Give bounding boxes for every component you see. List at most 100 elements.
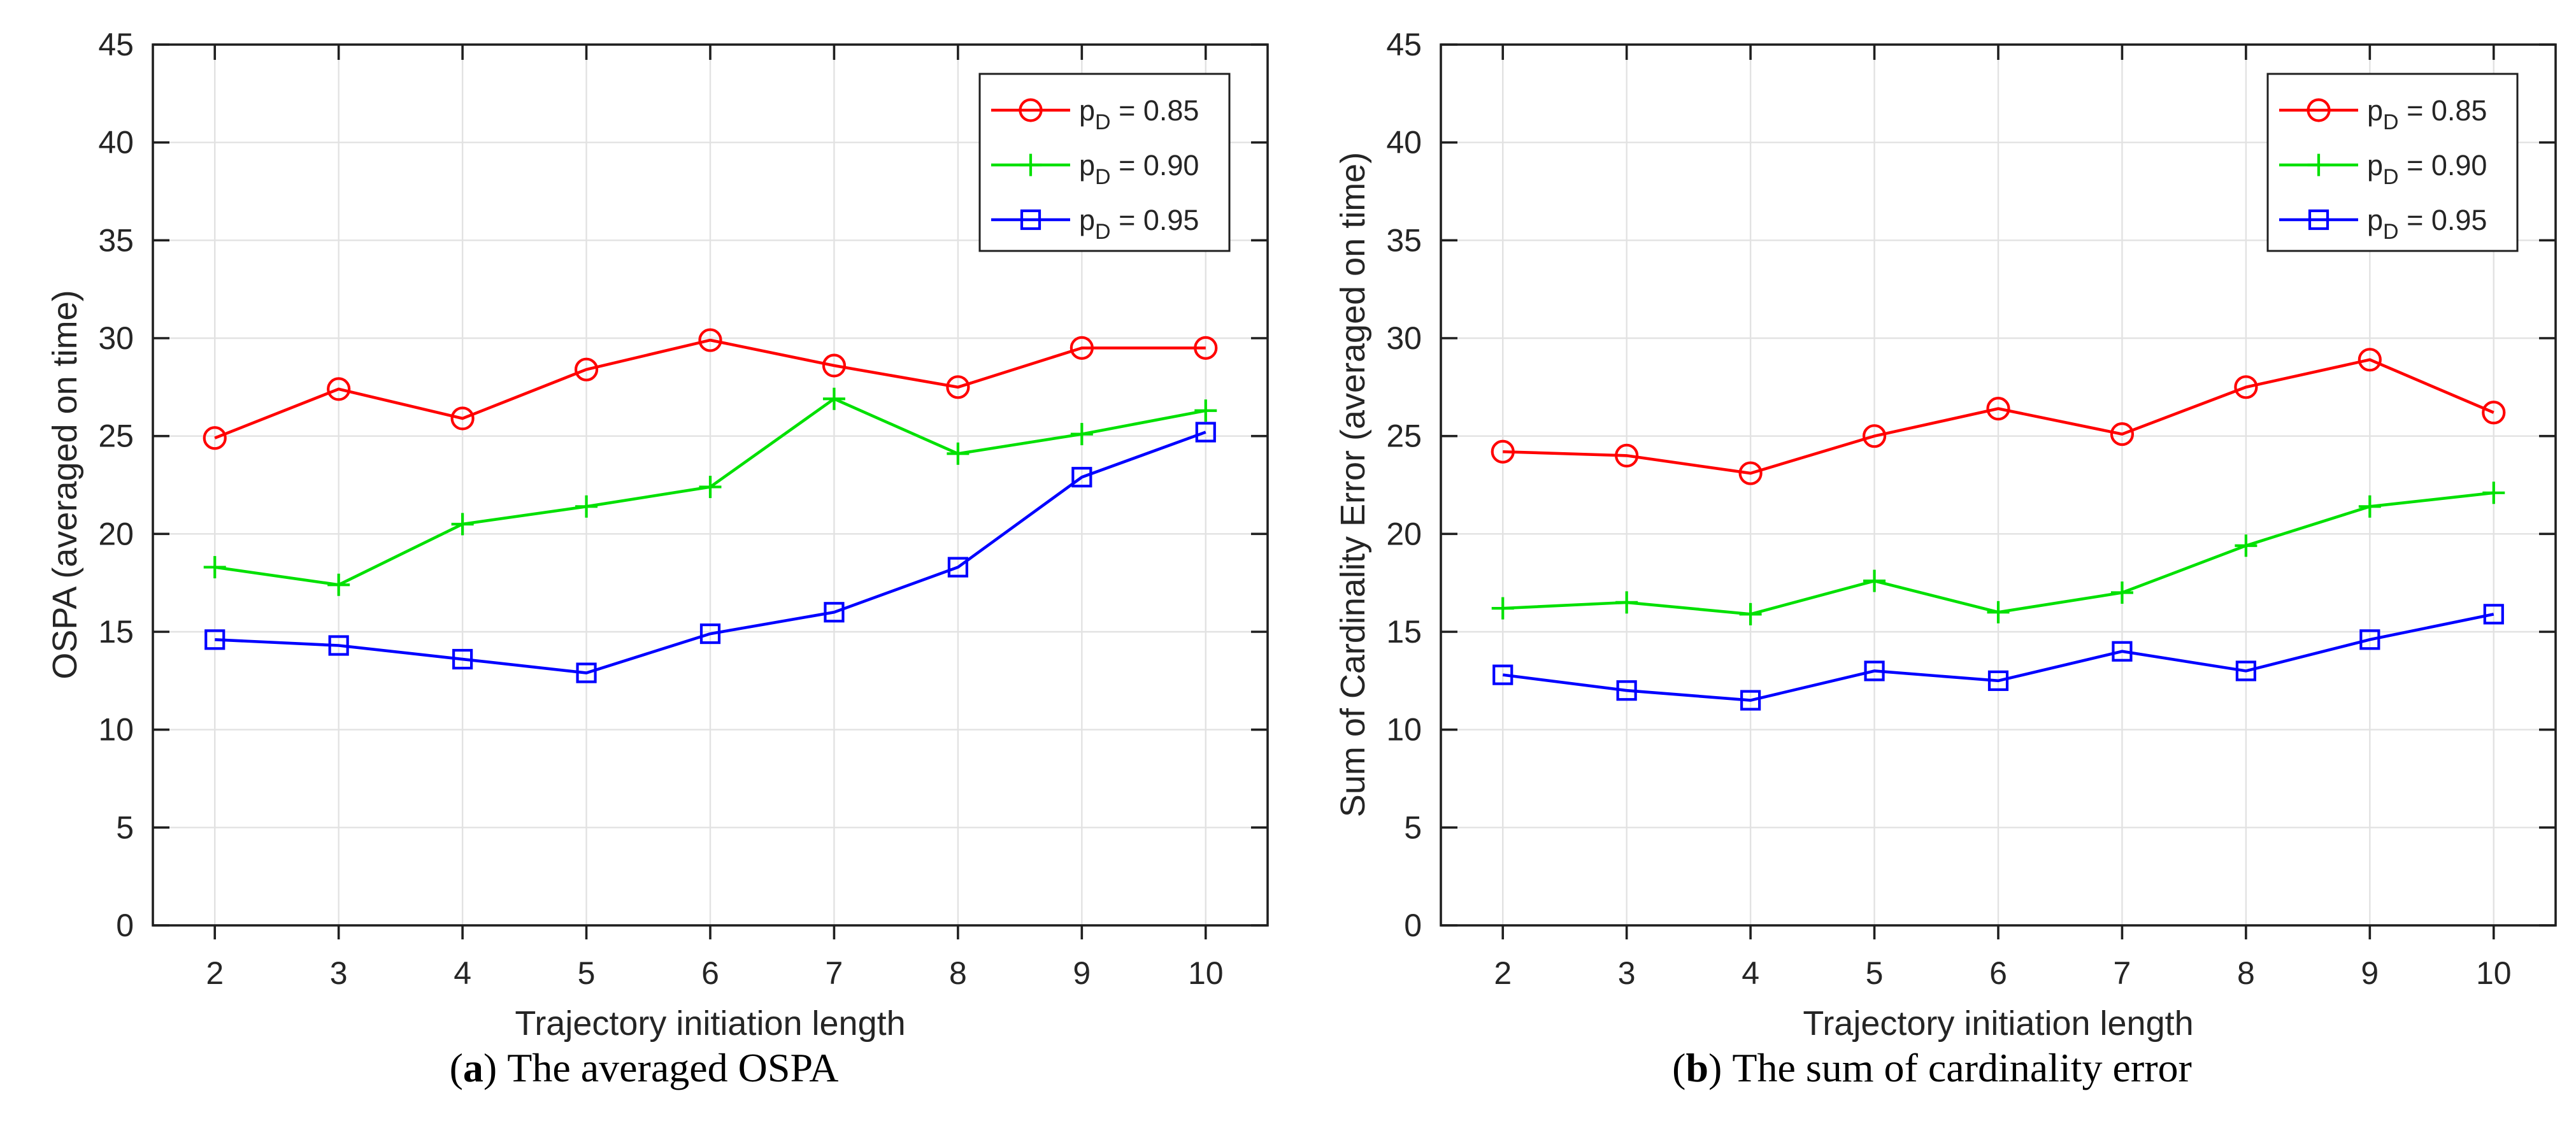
x-tick-label: 4	[1742, 955, 1759, 991]
marker-square	[1071, 467, 1092, 488]
plot-border	[152, 43, 1269, 927]
legend: pD = 0.85 pD = 0.90 pD = 0.95	[2266, 73, 2519, 252]
marker-circle	[2482, 401, 2506, 425]
y-tick-label: 30	[1386, 320, 1422, 356]
caption-b-close: )	[1708, 1045, 1722, 1090]
x-tick-label: 10	[2476, 955, 2512, 991]
marker-circle	[327, 377, 351, 401]
y-tick-label: 20	[1386, 516, 1422, 552]
series-line-pd-085	[214, 338, 1206, 439]
marker-plus	[1615, 591, 1638, 614]
legend-label-pd-095: pD = 0.95	[1079, 204, 1199, 244]
x-tick-labels: 2 3 4 5 6 7 8 9 10	[206, 955, 1223, 991]
series-pd-085	[1491, 348, 2506, 485]
marker-circle	[2110, 422, 2135, 446]
y-tick-label: 45	[98, 27, 134, 62]
caption-a: (a) The averaged OSPA	[450, 1044, 839, 1092]
legend-entry-pd-095: pD = 0.95	[991, 204, 1199, 244]
x-tick-label: 2	[1494, 955, 1512, 991]
series-line-pd-095	[215, 431, 1206, 674]
marker-circle	[203, 426, 227, 450]
marker-plus	[1019, 153, 1042, 176]
marker-plus	[2235, 534, 2258, 557]
marker-square	[2308, 209, 2329, 231]
marker-circle	[1019, 98, 1043, 122]
y-tick-label: 25	[1386, 418, 1422, 454]
legend-entry-pd-090: pD = 0.90	[991, 149, 1199, 189]
marker-circle	[822, 353, 847, 378]
y-tick-label: 40	[98, 125, 134, 160]
legend-label-pd-090: pD = 0.90	[1079, 149, 1199, 189]
x-tick-label: 9	[1073, 955, 1091, 991]
series-line-pd-095	[1502, 613, 2494, 702]
y-tick-label: 25	[98, 418, 134, 454]
x-tick-label: 8	[949, 955, 967, 991]
marker-square	[824, 602, 845, 623]
marker-square	[1616, 680, 1637, 701]
x-tick-label: 7	[826, 955, 843, 991]
marker-square	[2359, 629, 2380, 650]
series-line-pd-085	[1503, 358, 2494, 475]
y-tick-label: 5	[116, 809, 134, 845]
x-tick-label: 2	[206, 955, 224, 991]
x-tick-label: 5	[578, 955, 596, 991]
series-pd-095	[1492, 604, 2504, 711]
y-tick-label: 5	[1404, 809, 1422, 845]
marker-square	[2112, 641, 2133, 662]
series-pd-095	[204, 422, 1216, 683]
x-tick-label: 3	[330, 955, 348, 991]
marker-circle	[946, 375, 970, 399]
legend-label-pd-085: pD = 0.85	[1079, 94, 1199, 134]
y-axis-label-b: Sum of Cardinality Error (averaged on ti…	[1334, 152, 1372, 818]
marker-plus	[1070, 423, 1093, 446]
y-tick-label: 10	[1386, 712, 1422, 748]
caption-b-open: (	[1672, 1045, 1686, 1090]
caption-a-open: (	[449, 1045, 463, 1090]
series-pd-090	[1491, 481, 2505, 625]
y-tick-label: 0	[116, 908, 134, 943]
chart-panel-b: 2 3 4 5 6 7 8 9 10 0 5 10 15 20 25 30 35 40 45 pD = 0.85 pD …	[1288, 0, 2576, 1126]
legend-label-pd-095: pD = 0.95	[2367, 204, 2487, 244]
x-tick-label: 5	[1866, 955, 1884, 991]
caption-b-text: The sum of cardinality error	[1732, 1045, 2192, 1090]
marker-circle	[2307, 98, 2331, 122]
marker-square	[1492, 664, 1513, 685]
marker-square	[947, 557, 968, 578]
marker-plus	[2482, 481, 2505, 504]
y-axis-label-a: OSPA (averaged on time)	[46, 290, 84, 680]
x-tick-label: 7	[2114, 955, 2131, 991]
marker-circle	[450, 406, 475, 431]
y-tick-label: 0	[1404, 908, 1422, 943]
chart-panel-a: 2 3 4 5 6 7 8 9 10 0 5 10 15 20 25 30 35 40 45 pD = 0.85 pD …	[46, 27, 1269, 1092]
x-axis-label-a: Trajectory initiation length	[515, 1004, 906, 1043]
y-tick-label: 10	[98, 712, 134, 748]
y-tick-label: 15	[1386, 614, 1422, 650]
marker-plus	[947, 442, 970, 465]
marker-circle	[1986, 397, 2010, 421]
y-tick-label: 30	[98, 320, 134, 356]
marker-square	[576, 662, 597, 683]
x-tick-label: 8	[2237, 955, 2255, 991]
marker-plus	[699, 476, 722, 499]
y-tick-label: 15	[98, 614, 134, 650]
marker-plus	[203, 556, 226, 579]
y-tick-labels: 0 5 10 15 20 25 30 35 40 45	[1386, 27, 1422, 943]
legend-entry-pd-095: pD = 0.95	[2279, 204, 2487, 244]
x-tick-label: 3	[1618, 955, 1636, 991]
marker-square	[1987, 670, 2009, 691]
marker-plus	[1739, 602, 1762, 625]
y-tick-label: 35	[1386, 222, 1422, 258]
marker-plus	[575, 495, 598, 518]
legend-entry-pd-085: pD = 0.85	[2279, 94, 2487, 134]
series-pd-090	[203, 387, 1217, 596]
marker-plus	[2358, 495, 2381, 518]
marker-circle	[1491, 439, 1515, 464]
marker-plus	[327, 573, 350, 596]
marker-square	[328, 635, 349, 656]
marker-circle	[698, 328, 722, 352]
y-tick-label: 20	[98, 516, 134, 552]
legend: pD = 0.85 pD = 0.90 pD = 0.95	[978, 73, 1231, 252]
marker-square	[2483, 604, 2504, 625]
